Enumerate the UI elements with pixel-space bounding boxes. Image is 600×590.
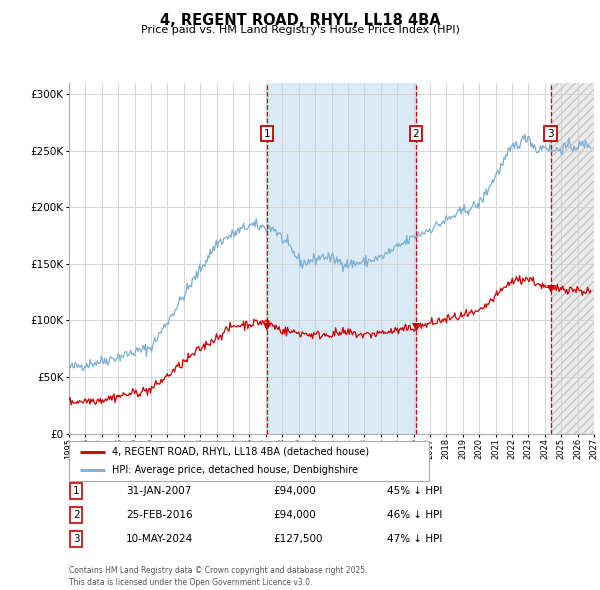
Bar (267, 83, 416, 434)
Text: Price paid vs. HM Land Registry's House Price Index (HPI): Price paid vs. HM Land Registry's House … (140, 25, 460, 35)
Text: Contains HM Land Registry data © Crown copyright and database right 2025.
This d: Contains HM Land Registry data © Crown c… (69, 566, 367, 587)
Bar (551, 83, 594, 434)
Text: 31-JAN-2007: 31-JAN-2007 (126, 486, 191, 496)
Text: 45% ↓ HPI: 45% ↓ HPI (387, 486, 442, 496)
Text: 1: 1 (73, 486, 80, 496)
Text: HPI: Average price, detached house, Denbighshire: HPI: Average price, detached house, Denb… (112, 465, 358, 475)
Text: 10-MAY-2024: 10-MAY-2024 (126, 535, 193, 544)
Bar (551, 83, 594, 434)
Text: 46% ↓ HPI: 46% ↓ HPI (387, 510, 442, 520)
Text: 47% ↓ HPI: 47% ↓ HPI (387, 535, 442, 544)
Text: 4, REGENT ROAD, RHYL, LL18 4BA (detached house): 4, REGENT ROAD, RHYL, LL18 4BA (detached… (112, 447, 370, 457)
Text: 3: 3 (547, 129, 554, 139)
Text: 3: 3 (73, 535, 80, 544)
Text: £94,000: £94,000 (273, 510, 316, 520)
Text: 25-FEB-2016: 25-FEB-2016 (126, 510, 193, 520)
Text: 4, REGENT ROAD, RHYL, LL18 4BA: 4, REGENT ROAD, RHYL, LL18 4BA (160, 13, 440, 28)
Text: 2: 2 (413, 129, 419, 139)
Text: £127,500: £127,500 (273, 535, 323, 544)
Text: 1: 1 (264, 129, 271, 139)
Text: 2: 2 (73, 510, 80, 520)
Text: £94,000: £94,000 (273, 486, 316, 496)
